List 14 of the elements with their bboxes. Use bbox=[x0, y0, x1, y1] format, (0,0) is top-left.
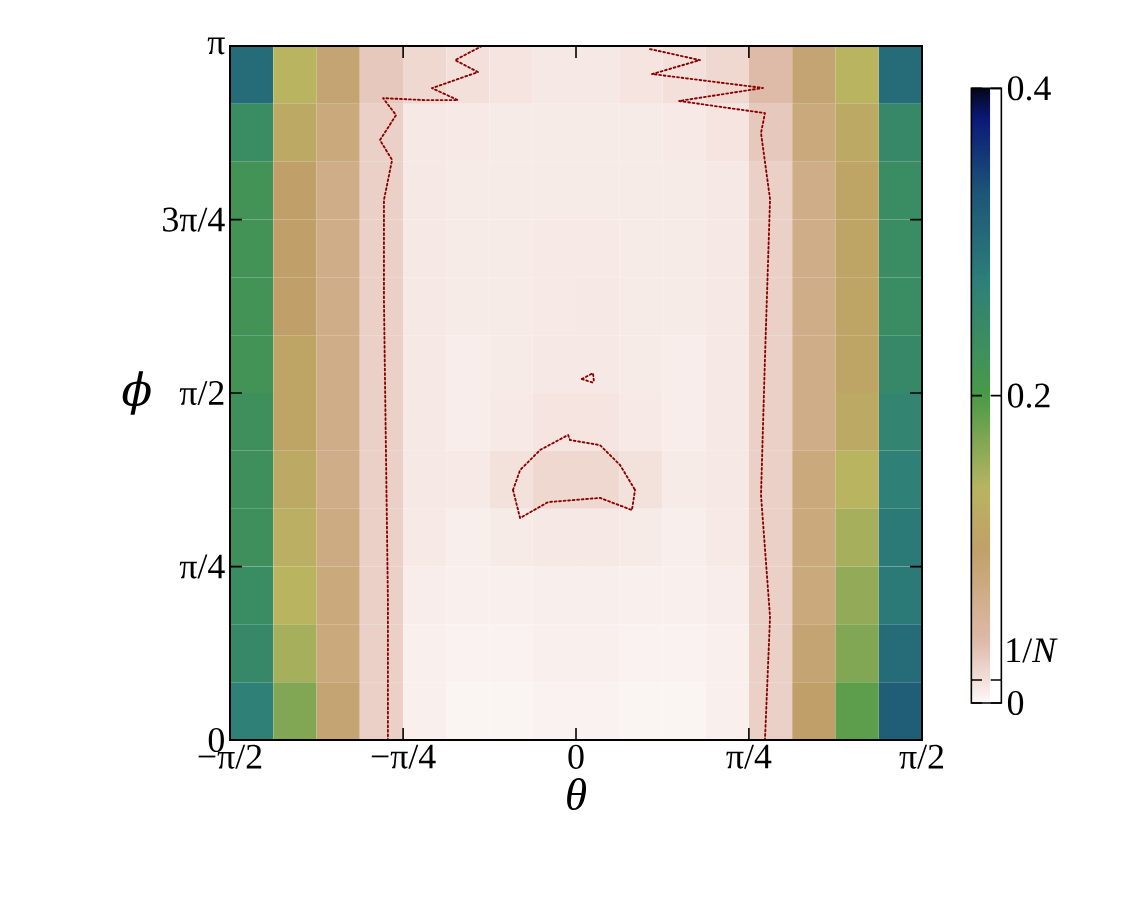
color-bar-label: 0.2 bbox=[1007, 383, 1050, 408]
y-tick-label: π bbox=[207, 37, 225, 55]
x-tick-label: π/4 bbox=[726, 744, 772, 769]
color-bar-label: 0.4 bbox=[1007, 76, 1051, 101]
color-bar-label: 0 bbox=[1007, 690, 1024, 716]
y-tick-label: π/4 bbox=[179, 554, 225, 579]
y-axis-title: ϕ bbox=[122, 371, 151, 415]
x-axis-title: θ bbox=[567, 778, 587, 811]
x-tick-label: −π/4 bbox=[371, 744, 436, 769]
x-tick-label: 0 bbox=[568, 744, 584, 769]
y-tick-label: 3π/4 bbox=[163, 207, 225, 232]
x-tick-label: π/2 bbox=[899, 744, 944, 769]
text: 1/N bbox=[1007, 638, 1058, 663]
y-tick-label: π/2 bbox=[179, 380, 224, 406]
